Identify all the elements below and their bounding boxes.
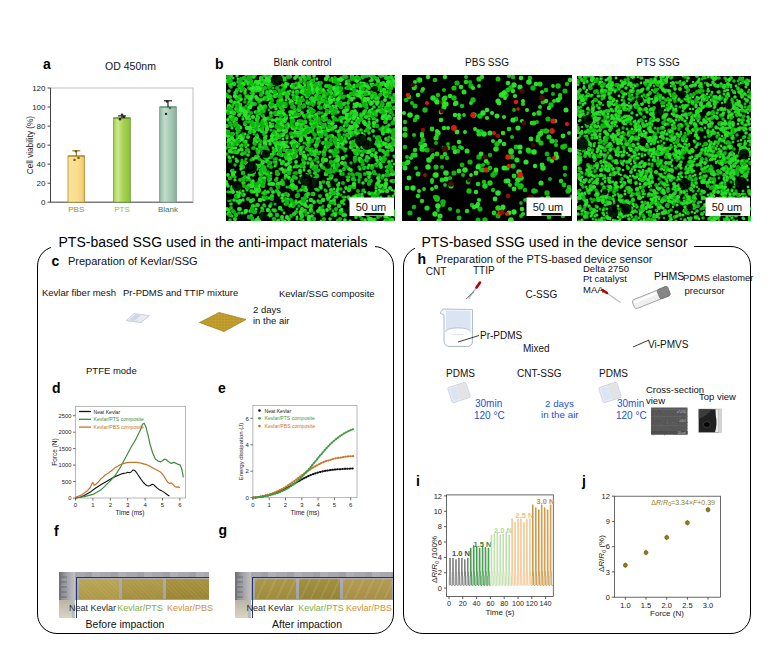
svg-text:80: 80	[37, 122, 46, 131]
svg-text:0: 0	[41, 198, 46, 207]
svg-text:PBS: PBS	[68, 205, 84, 214]
svg-text:Kevlar/PBS composite: Kevlar/PBS composite	[94, 424, 145, 430]
svg-text:0: 0	[438, 584, 442, 593]
svg-text:0: 0	[74, 502, 78, 508]
svg-text:Energy dissipation (J): Energy dissipation (J)	[238, 423, 244, 481]
svg-text:0: 0	[246, 495, 250, 501]
svg-text:100: 100	[32, 103, 46, 112]
svg-text:x2,000: x2,000	[677, 410, 686, 414]
svg-text:4: 4	[143, 502, 147, 508]
svg-text:20: 20	[37, 179, 46, 188]
svg-text:2.5 N: 2.5 N	[516, 511, 534, 520]
svg-text:20: 20	[459, 599, 467, 608]
svg-text:10: 10	[434, 507, 442, 516]
svg-text:3.0: 3.0	[703, 601, 713, 610]
svg-text:Kevlar/PTS composite: Kevlar/PTS composite	[265, 415, 316, 421]
svg-text:12: 12	[602, 492, 610, 501]
svg-text:2.0 N: 2.0 N	[494, 526, 512, 535]
svg-text:Kevlar/PTS composite: Kevlar/PTS composite	[94, 416, 145, 422]
svg-text:9: 9	[606, 517, 610, 526]
svg-text:3: 3	[126, 502, 130, 508]
svg-text:2: 2	[284, 502, 288, 508]
svg-text:3.0 N: 3.0 N	[537, 497, 555, 506]
svg-text:0: 0	[251, 502, 255, 508]
svg-text:5: 5	[333, 502, 337, 508]
svg-text:Time (ms): Time (ms)	[115, 509, 144, 517]
svg-text:500: 500	[62, 479, 72, 485]
svg-text:8: 8	[438, 522, 442, 531]
svg-text:1.0: 1.0	[620, 601, 630, 610]
svg-text:40: 40	[473, 599, 481, 608]
svg-text:0: 0	[606, 593, 610, 602]
svg-text:ΔR/R0 (%): ΔR/R0 (%)	[597, 535, 607, 572]
svg-text:10 um: 10 um	[678, 431, 686, 435]
svg-text:Neat Kevlar: Neat Kevlar	[265, 408, 292, 414]
svg-text:2000: 2000	[59, 429, 72, 435]
svg-text:60: 60	[37, 141, 46, 150]
svg-text:1: 1	[268, 502, 272, 508]
svg-text:2: 2	[246, 468, 250, 474]
svg-text:140: 140	[540, 599, 552, 608]
svg-text:Time (ms): Time (ms)	[290, 509, 319, 517]
svg-text:120: 120	[526, 599, 538, 608]
svg-text:0: 0	[447, 599, 451, 608]
svg-text:Neat Kevlar: Neat Kevlar	[94, 409, 121, 415]
svg-text:1.0 N: 1.0 N	[452, 549, 470, 558]
svg-text:4: 4	[316, 502, 320, 508]
svg-text:6: 6	[349, 502, 353, 508]
svg-text:1: 1	[91, 502, 95, 508]
svg-text:PTS: PTS	[114, 205, 130, 214]
svg-text:6: 6	[246, 416, 250, 422]
svg-text:6: 6	[178, 502, 182, 508]
svg-text:1.5 N: 1.5 N	[474, 540, 492, 549]
svg-text:3: 3	[606, 568, 610, 577]
svg-text:ΔR/R0 /100%: ΔR/R0 /100%	[430, 536, 440, 583]
svg-text:Force (N): Force (N)	[650, 609, 684, 618]
svg-text:Time (s): Time (s)	[485, 608, 514, 617]
svg-text:2: 2	[109, 502, 113, 508]
svg-text:12: 12	[434, 492, 442, 501]
svg-text:0: 0	[68, 495, 71, 501]
svg-text:2500: 2500	[59, 413, 72, 419]
svg-text:40: 40	[37, 160, 46, 169]
svg-text:1000: 1000	[59, 462, 72, 468]
svg-text:ΔR/R0=3.34×F+0.39: ΔR/R0=3.34×F+0.39	[651, 499, 715, 507]
svg-text:Cell viability (%): Cell viability (%)	[27, 116, 36, 175]
svg-text:4: 4	[246, 442, 250, 448]
svg-text:Force (N): Force (N)	[51, 438, 59, 465]
svg-text:3: 3	[300, 502, 304, 508]
svg-text:120: 120	[32, 84, 46, 93]
svg-text:Blank: Blank	[158, 205, 179, 214]
svg-text:5: 5	[161, 502, 165, 508]
svg-text:OD 450nm: OD 450nm	[105, 60, 156, 72]
svg-text:Kevlar/PBS composite: Kevlar/PBS composite	[265, 423, 316, 429]
svg-text:1500: 1500	[59, 446, 72, 452]
